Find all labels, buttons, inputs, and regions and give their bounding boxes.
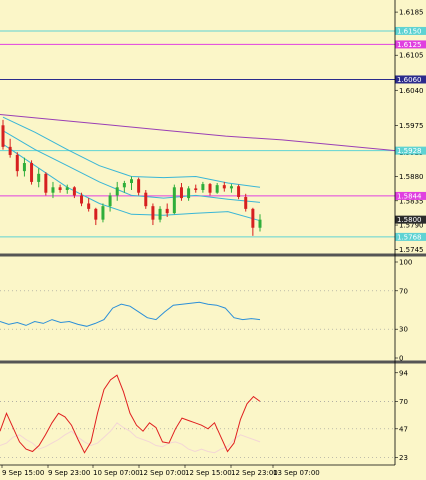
- level-tag: [395, 75, 426, 84]
- time-tick-label: 9 Sep 23:00: [48, 469, 90, 477]
- candle-body: [229, 186, 233, 189]
- level-tag: [395, 191, 426, 200]
- candle-body: [244, 197, 248, 209]
- candle-body: [208, 184, 212, 193]
- candle-body: [101, 206, 105, 220]
- candle-body: [144, 192, 148, 207]
- candle-body: [237, 186, 241, 198]
- candle-body: [179, 187, 183, 199]
- candle-body: [165, 208, 169, 214]
- candle-body: [172, 187, 176, 214]
- candle-body: [80, 195, 84, 204]
- price-tick-label: 1.5975: [399, 122, 424, 130]
- bollinger-mid-line: [2, 130, 261, 203]
- candle-body: [15, 154, 19, 172]
- candle-body: [115, 187, 119, 196]
- price-panel: 1.6185 1.6150 1.6125 1.6105 1.6060 1.6040 1.59…: [0, 9, 426, 254]
- candle-body: [87, 203, 91, 209]
- stochastic-tick-label: 70: [399, 398, 408, 406]
- stochastic-tick-label: 23: [399, 454, 408, 462]
- bollinger-upper-line: [2, 116, 261, 188]
- panel-separators: [0, 0, 426, 466]
- level-tag: [395, 146, 426, 155]
- time-tick-label: 12 Sep 15:00: [185, 469, 232, 477]
- candle-body: [215, 185, 219, 193]
- stochastic-tick-label: 47: [399, 425, 408, 433]
- candle-body: [194, 188, 198, 190]
- candle-body: [151, 206, 155, 220]
- level-tag: [395, 26, 426, 35]
- rsi-tick-label: 0: [399, 355, 403, 363]
- candle-body: [44, 173, 48, 193]
- time-tick-label: 9 Sep 15:00: [2, 469, 44, 477]
- current-price-label: 1.5800: [397, 216, 422, 224]
- candle-body: [8, 146, 12, 155]
- candle-body: [108, 195, 112, 207]
- rsi-tick-label: 30: [399, 326, 408, 334]
- stochastic-panel: 94 70 47 23: [0, 369, 408, 462]
- price-tick-label: 1.6185: [399, 9, 424, 17]
- stochastic-main-line: [0, 374, 261, 454]
- candle-body: [72, 187, 76, 196]
- level-tag-label: 1.5928: [397, 147, 422, 155]
- level-tag-label: 1.5768: [397, 233, 422, 241]
- candle-body: [94, 208, 98, 220]
- candle-body: [122, 182, 126, 188]
- candle-body: [65, 187, 69, 190]
- candle-body: [51, 187, 55, 193]
- moving-average-line: [0, 114, 396, 152]
- level-tag: [395, 40, 426, 49]
- level-tag-label: 1.6125: [397, 41, 422, 49]
- time-axis: 9 Sep 15:00 9 Sep 23:00 10 Sep 07:00 12 Sep…: [1, 465, 320, 477]
- candle-body: [1, 125, 5, 147]
- candle-body: [22, 163, 26, 172]
- current-price-tag: [395, 215, 426, 224]
- candle-body: [187, 188, 191, 199]
- candle-body: [222, 185, 226, 189]
- time-tick-label: 10 Sep 07:00: [93, 469, 140, 477]
- price-tick-label: 1.6105: [399, 52, 424, 60]
- price-tick-label: 1.5790: [399, 222, 424, 230]
- level-tag: [395, 232, 426, 241]
- candle-body: [251, 208, 255, 228]
- rsi-panel: 100 70 30 0: [0, 259, 412, 363]
- rsi-line: [0, 301, 261, 327]
- price-tick-label: 1.5745: [399, 246, 424, 254]
- candle-body: [37, 173, 41, 182]
- stochastic-signal-line: [0, 422, 261, 454]
- time-tick-label: 12 Sep 23:00: [231, 469, 278, 477]
- level-tag-label: 1.5844: [397, 192, 422, 200]
- level-tag-label: 1.6150: [397, 27, 422, 35]
- time-tick-label: 13 Sep 07:00: [273, 469, 320, 477]
- rsi-tick-label: 70: [399, 287, 408, 295]
- candle-body: [58, 187, 62, 190]
- time-tick-label: 12 Sep 07:00: [139, 469, 186, 477]
- price-tick-label: 1.5880: [399, 173, 424, 181]
- candle-body: [30, 163, 34, 182]
- candle-body: [130, 179, 133, 183]
- price-tick-label: 1.5835: [399, 197, 424, 205]
- stochastic-tick-label: 94: [399, 369, 408, 377]
- candle-body: [158, 208, 162, 220]
- level-tag-label: 1.6060: [397, 76, 422, 84]
- candle-body: [201, 184, 205, 190]
- rsi-tick-label: 100: [399, 259, 412, 267]
- price-tick-label: 1.6040: [399, 87, 424, 95]
- candle-body: [137, 179, 141, 193]
- candle-body: [258, 219, 262, 228]
